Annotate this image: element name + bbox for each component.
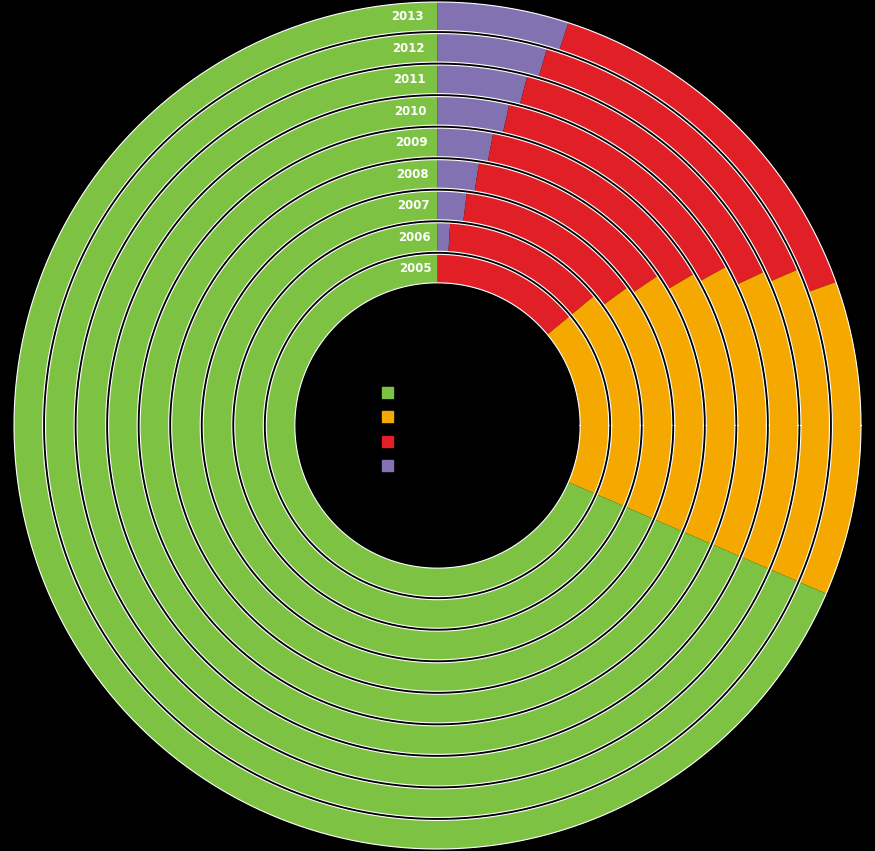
Polygon shape	[738, 272, 798, 568]
Polygon shape	[520, 77, 764, 284]
Polygon shape	[438, 191, 467, 221]
Text: 2008: 2008	[396, 168, 429, 180]
Polygon shape	[604, 288, 672, 518]
Text: 2011: 2011	[393, 73, 425, 86]
Polygon shape	[503, 105, 725, 281]
Text: 2007: 2007	[397, 199, 430, 212]
Polygon shape	[449, 223, 594, 315]
Bar	[382, 412, 393, 422]
Text: 2005: 2005	[399, 262, 432, 275]
Polygon shape	[771, 270, 830, 581]
Bar	[382, 387, 393, 398]
Text: 2010: 2010	[394, 105, 426, 117]
Polygon shape	[438, 254, 570, 334]
Polygon shape	[203, 191, 653, 660]
Polygon shape	[438, 97, 509, 133]
Polygon shape	[438, 2, 569, 50]
Polygon shape	[46, 33, 797, 818]
Polygon shape	[539, 49, 797, 281]
Text: 2012: 2012	[392, 42, 424, 54]
Polygon shape	[438, 160, 480, 191]
Polygon shape	[571, 296, 640, 506]
Text: 2006: 2006	[398, 231, 430, 243]
Polygon shape	[77, 65, 768, 786]
Polygon shape	[108, 97, 739, 754]
Polygon shape	[668, 274, 735, 544]
Polygon shape	[548, 317, 609, 494]
Polygon shape	[234, 223, 624, 628]
Polygon shape	[438, 65, 527, 104]
Polygon shape	[266, 254, 595, 597]
Polygon shape	[172, 160, 682, 691]
Polygon shape	[438, 223, 451, 252]
Polygon shape	[14, 2, 826, 849]
Bar	[382, 460, 393, 471]
Polygon shape	[463, 193, 627, 305]
Polygon shape	[701, 267, 766, 556]
Polygon shape	[634, 276, 704, 531]
Polygon shape	[559, 23, 836, 292]
Polygon shape	[438, 33, 547, 77]
Polygon shape	[438, 129, 493, 162]
Polygon shape	[474, 163, 657, 292]
Text: 2013: 2013	[391, 10, 424, 23]
Polygon shape	[488, 134, 694, 288]
Bar	[382, 436, 393, 447]
Polygon shape	[800, 282, 861, 594]
Text: 2009: 2009	[395, 136, 428, 149]
Polygon shape	[140, 129, 710, 722]
